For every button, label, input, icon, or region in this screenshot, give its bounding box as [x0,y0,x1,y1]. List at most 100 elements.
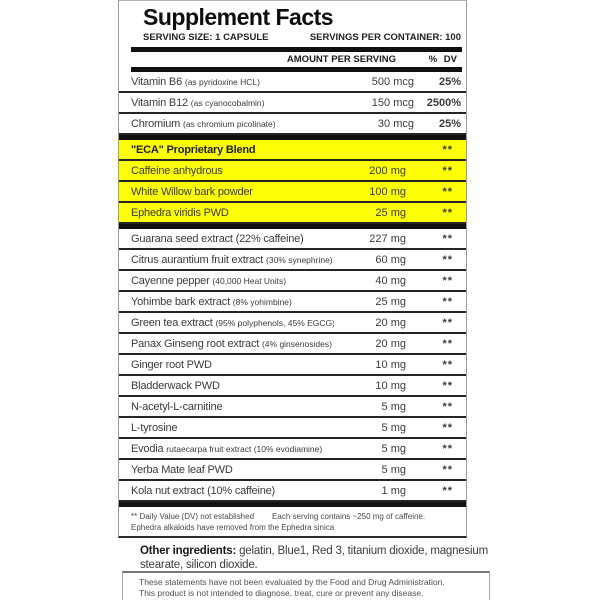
ingredient-dv: ** [442,206,453,219]
ingredient-name: Ginger root PWD [131,358,212,371]
ingredient-row: "ECA" Proprietary Blend ** [119,140,466,161]
serving-info: SERVING SIZE: 1 CAPSULE SERVINGS PER CON… [143,32,461,43]
ingredient-dv: ** [442,295,453,308]
ingredient-dv: 25% [438,75,461,88]
ingredient-dv: ** [442,143,453,156]
ingredient-amount: 25 mg [375,206,406,219]
ingredient-amount: 30 mcg [377,117,414,130]
ingredient-name: N-acetyl-L-carnitine [131,400,223,413]
ingredient-amount: 5 mg [381,442,406,455]
facts-rows: Vitamin B6 (as pyridoxine HCL) 500 mcg 25%… [119,72,466,507]
divider-bar [119,224,466,229]
ingredient-dv: ** [442,484,453,497]
ingredient-amount: 200 mg [369,164,406,177]
ingredient-amount: 20 mg [375,337,406,350]
ingredient-dv: ** [442,274,453,287]
ingredient-row: Ginger root PWD 10 mg ** [119,355,466,376]
ingredient-name: Panax Ginseng root extract (4% ginsenosi… [131,337,332,350]
ingredient-dv: ** [442,232,453,245]
ingredient-name: Chromium (as chromium picolinate) [131,117,276,130]
ingredient-name: L-tyrosine [131,421,178,434]
ingredient-name: Bladderwack PWD [131,379,220,392]
ingredient-row: Cayenne pepper (40,000 Heat Units) 40 mg *… [119,271,466,292]
ingredient-name: Kola nut extract (10% caffeine) [131,484,276,497]
column-headers: AMOUNT PER SERVING % DV [131,52,461,67]
ingredient-dv: ** [442,164,453,177]
ingredient-amount: 5 mg [381,421,406,434]
ingredient-dv: 2500% [426,96,461,109]
ingredient-row: Vitamin B12 (as cyanocobalmin) 150 mcg 250… [119,93,466,114]
ingredient-row: Yohimbe bark extract (8% yohimbine) 25 mg… [119,292,466,313]
ingredient-amount: 1 mg [381,484,406,497]
ingredient-name: Green tea extract (95% polyphenols, 45% … [131,316,334,329]
ingredient-row: Kola nut extract (10% caffeine) 1 mg ** [119,481,466,502]
ingredient-name: Yohimbe bark extract (8% yohimbine) [131,295,292,308]
ingredient-name: Evodia rutaecarpa fruit extract (10% evo… [131,442,323,455]
ingredient-row: Yerba Mate leaf PWD 5 mg ** [119,460,466,481]
ingredient-amount: 40 mg [375,274,406,287]
ingredient-name: Yerba Mate leaf PWD [131,463,233,476]
footnote-line-1: ** Daily Value (DV) not established Each … [131,511,460,522]
supplement-facts-panel: Supplement Facts SERVING SIZE: 1 CAPSULE… [118,0,467,538]
ingredient-amount: 20 mg [375,316,406,329]
ingredient-detail: (95% polyphenols, 45% EGCG) [215,317,334,328]
ingredient-amount: 25 mg [375,295,406,308]
ingredient-row: Ephedra viridis PWD 25 mg ** [119,203,466,224]
ingredient-detail: (as cyanocobalmin) [190,97,265,108]
other-ingredients-text: gelatin, Blue1, Red 3, titanium dioxide,… [140,545,488,571]
dv-column-header: % DV [428,54,457,65]
ingredient-amount: 10 mg [375,358,406,371]
ingredient-amount: 10 mg [375,379,406,392]
ingredient-row: Green tea extract (95% polyphenols, 45% … [119,313,466,334]
ingredient-row: Vitamin B6 (as pyridoxine HCL) 500 mcg 25% [119,72,466,93]
ingredient-dv: ** [442,337,453,350]
ingredient-name: Ephedra viridis PWD [131,206,229,219]
ingredient-detail: (4% ginsenosides) [261,338,332,349]
ingredient-row: Caffeine anhydrous 200 mg ** [119,161,466,182]
ingredient-amount: 5 mg [381,400,406,413]
ingredient-name: Citrus aurantium fruit extract (30% syne… [131,253,333,266]
serving-size: SERVING SIZE: 1 CAPSULE [143,32,269,43]
ingredient-name: White Willow bark powder [131,185,253,198]
other-ingredients-label: Other ingredients: [140,545,237,557]
amount-column-header: AMOUNT PER SERVING [286,54,396,65]
ingredient-name: "ECA" Proprietary Blend [131,143,256,156]
footnote-line-2: Ephedra alkaloids have removed from the … [131,523,335,532]
caffeine-note: Each serving contains ~250 mg of caffein… [272,512,426,521]
fda-disclaimer-box: These statements have not been evaluated… [122,571,490,600]
ingredient-amount: 500 mcg [371,75,414,88]
ingredient-dv: ** [442,442,453,455]
ingredient-dv: ** [442,253,453,266]
ingredient-row: L-tyrosine 5 mg ** [119,418,466,439]
ingredient-name: Vitamin B12 (as cyanocobalmin) [131,96,265,109]
ingredient-dv: ** [442,379,453,392]
servings-per-container: SERVINGS PER CONTAINER: 100 [309,32,461,43]
ingredient-amount: 227 mg [369,232,406,245]
ingredient-dv: 25% [438,117,461,130]
divider-bar [119,502,466,507]
disclaimer-line-2: This product is not intended to diagnose… [139,588,424,598]
ingredient-amount: 5 mg [381,463,406,476]
ingredient-detail: (as pyridoxine HCL) [184,76,260,87]
ingredient-row: N-acetyl-L-carnitine 5 mg ** [119,397,466,418]
disclaimer-line-1: These statements have not been evaluated… [139,577,445,587]
ingredient-dv: ** [442,358,453,371]
ingredient-row: Bladderwack PWD 10 mg ** [119,376,466,397]
ingredient-detail: (30% synephrine) [266,254,333,265]
divider-bar [119,135,466,140]
ingredient-dv: ** [442,421,453,434]
ingredient-name: Caffeine anhydrous [131,164,223,177]
ingredient-dv: ** [442,463,453,476]
ingredient-name: Cayenne pepper (40,000 Heat Units) [131,274,287,287]
ingredient-detail: (as chromium picolinate) [183,118,276,129]
ingredient-row: Citrus aurantium fruit extract (30% syne… [119,250,466,271]
dv-not-established-note: ** Daily Value (DV) not established [131,512,255,521]
ingredient-detail: rutaecarpa fruit extract (10% evodiamine… [166,443,323,454]
divider-bar-header [131,67,462,72]
ingredient-row: Evodia rutaecarpa fruit extract (10% evo… [119,439,466,460]
ingredient-row: Chromium (as chromium picolinate) 30 mcg 2… [119,114,466,135]
ingredient-dv: ** [442,400,453,413]
panel-title: Supplement Facts [143,4,334,30]
ingredient-row: Panax Ginseng root extract (4% ginsenosi… [119,334,466,355]
